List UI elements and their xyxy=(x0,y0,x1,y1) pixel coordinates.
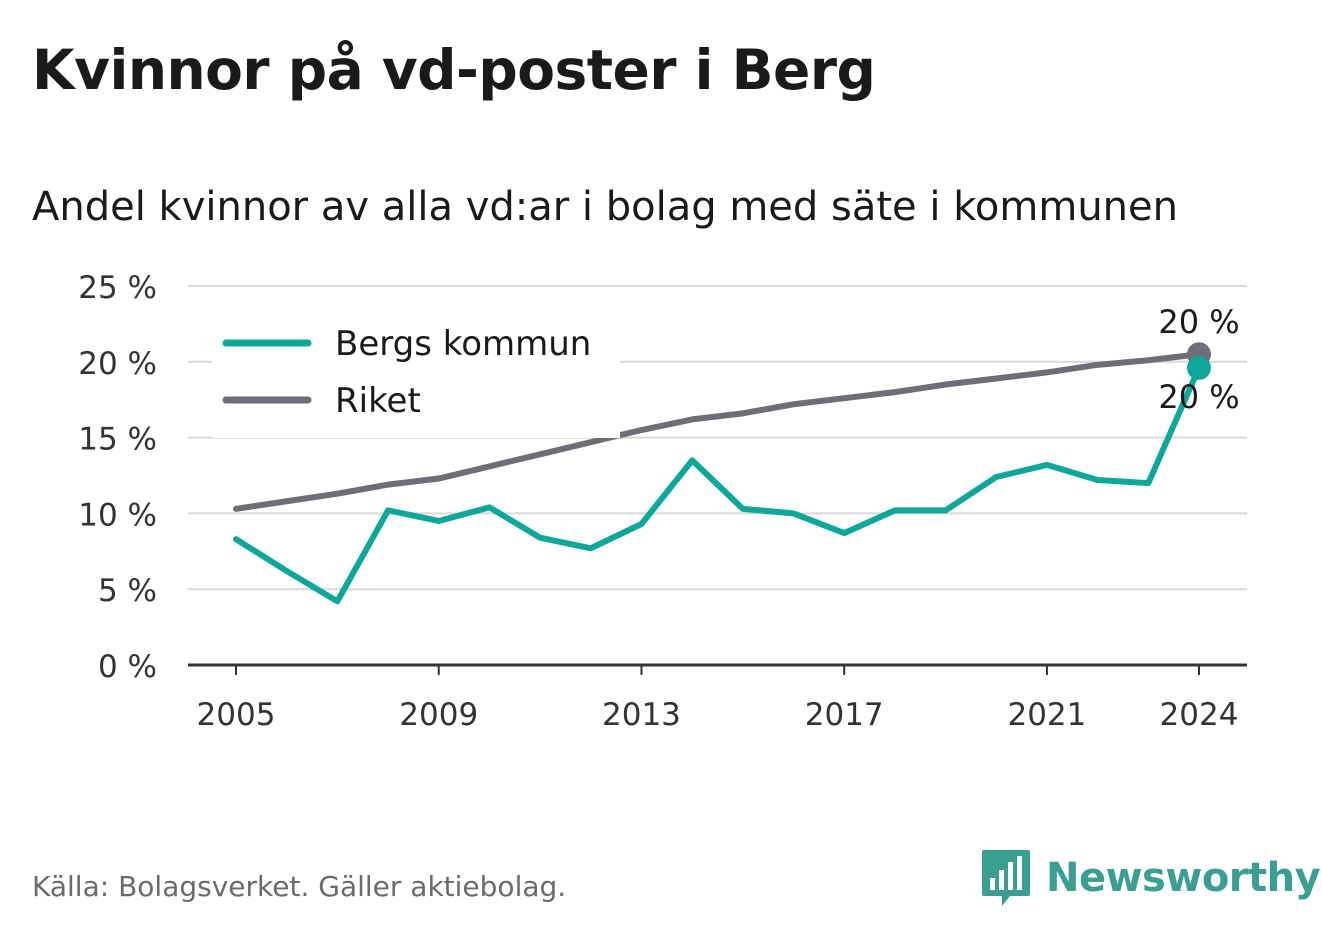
y-tick-label: 5 % xyxy=(98,573,157,609)
y-tick-label: 15 % xyxy=(78,422,157,458)
series-lines xyxy=(233,351,1202,605)
series-line-bergs-kommun xyxy=(233,364,1202,605)
x-tick-label: 2009 xyxy=(399,697,478,733)
x-tick-label: 2017 xyxy=(805,697,884,733)
y-tick-label: 0 % xyxy=(98,649,157,685)
brand-logo: Newsworthy xyxy=(980,848,1321,908)
x-tick-label: 2005 xyxy=(197,697,276,733)
series-line-riket xyxy=(233,351,1202,512)
legend: Bergs kommun Riket xyxy=(212,318,620,438)
legend-label: Riket xyxy=(335,381,421,421)
end-label-riket: 20 % xyxy=(1158,303,1239,341)
end-marker-bergs xyxy=(1187,355,1211,380)
chart-subtitle: Andel kvinnor av alla vd:ar i bolag med … xyxy=(32,184,1178,230)
y-tick-label: 20 % xyxy=(78,346,157,382)
brand-name: Newsworthy xyxy=(1046,855,1321,901)
source-note: Källa: Bolagsverket. Gäller aktiebolag. xyxy=(32,870,567,903)
legend-box xyxy=(212,318,620,438)
y-tick-label: 10 % xyxy=(78,497,157,533)
legend-label: Bergs kommun xyxy=(335,324,591,364)
axes: 0 % 5 % 10 % 15 % 20 % 25 % 2005 2009 2013 2017 20… xyxy=(78,270,1247,733)
page-title: Kvinnor på vd-poster i Berg xyxy=(32,38,876,102)
y-tick-label: 25 % xyxy=(78,270,157,306)
end-labels: 20 % 20 % xyxy=(1158,303,1239,416)
x-tick-label: 2013 xyxy=(602,697,681,733)
x-tick-label: 2021 xyxy=(1007,697,1086,733)
x-tick-label: 2024 xyxy=(1160,697,1239,733)
chart-bars-icon xyxy=(982,850,1030,906)
end-label-bergs: 20 % xyxy=(1158,378,1239,416)
